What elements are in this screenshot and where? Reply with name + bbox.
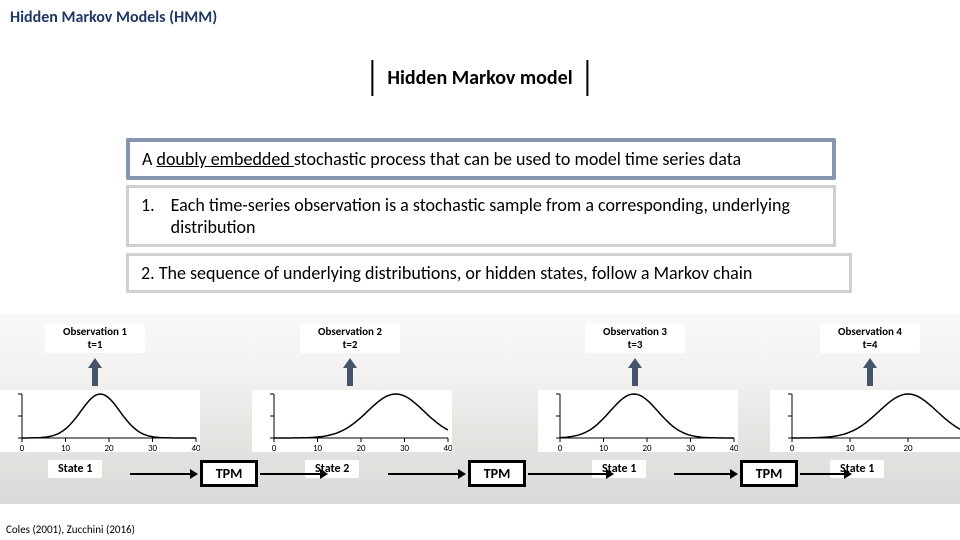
slide-title: Hidden Markov Models (HMM) [10, 8, 217, 27]
right-arrow-icon [130, 468, 198, 480]
definition-underlined: doubly embedded [156, 148, 293, 170]
point-2-number: 2. [141, 262, 155, 284]
distribution-plot: 0 10 20 30 40 [538, 390, 738, 452]
up-arrow-icon [628, 358, 642, 386]
tpm-box: TPM [200, 460, 258, 487]
observation-label: Observation 4t=4 [820, 324, 920, 353]
point-1-text: Each time-series observation is a stocha… [171, 194, 821, 238]
svg-text:0: 0 [790, 443, 795, 452]
state-label: State 1 [48, 460, 102, 478]
point-1-box: 1. Each time-series observation is a sto… [126, 185, 836, 247]
svg-text:30: 30 [400, 443, 410, 452]
point-2-text: The sequence of underlying distributions… [159, 262, 753, 284]
up-arrow-icon [863, 358, 877, 386]
distribution-plot: 0 10 20 30 40 [0, 390, 200, 452]
definition-suffix: stochastic process that can be used to m… [294, 148, 741, 170]
svg-text:0: 0 [558, 443, 563, 452]
svg-text:40: 40 [729, 443, 738, 452]
svg-text:0: 0 [272, 443, 277, 452]
point-1-number: 1. [141, 194, 155, 238]
up-arrow-icon [88, 358, 102, 386]
observation-label: Observation 3t=3 [585, 324, 685, 353]
svg-text:10: 10 [61, 443, 71, 452]
svg-text:20: 20 [104, 443, 114, 452]
svg-text:10: 10 [599, 443, 609, 452]
svg-text:20: 20 [642, 443, 652, 452]
observation-label: Observation 1t=1 [45, 324, 145, 353]
header-box: Hidden Markov model [371, 60, 588, 96]
tpm-box: TPM [468, 460, 526, 487]
svg-text:40: 40 [443, 443, 452, 452]
svg-text:0: 0 [20, 443, 25, 452]
svg-text:30: 30 [148, 443, 158, 452]
svg-text:10: 10 [313, 443, 323, 452]
up-arrow-icon [343, 358, 357, 386]
right-arrow-icon [674, 468, 738, 480]
right-arrow-icon [800, 468, 852, 480]
observation-label: Observation 2t=2 [300, 324, 400, 353]
definition-prefix: A [142, 148, 156, 170]
definition-box: A doubly embedded stochastic process tha… [126, 138, 836, 180]
distribution-plot: 0102030 [770, 390, 960, 452]
svg-text:20: 20 [356, 443, 366, 452]
svg-text:30: 30 [686, 443, 696, 452]
svg-text:10: 10 [845, 443, 855, 452]
svg-text:20: 20 [903, 443, 913, 452]
citation: Coles (2001), Zucchini (2016) [6, 523, 135, 536]
distribution-plot: 0 10 20 30 40 [252, 390, 452, 452]
tpm-box: TPM [740, 460, 798, 487]
right-arrow-icon [388, 468, 466, 480]
point-2-box: 2. The sequence of underlying distributi… [126, 253, 852, 293]
right-arrow-icon [528, 468, 614, 480]
svg-text:40: 40 [191, 443, 200, 452]
right-arrow-icon [260, 468, 328, 480]
